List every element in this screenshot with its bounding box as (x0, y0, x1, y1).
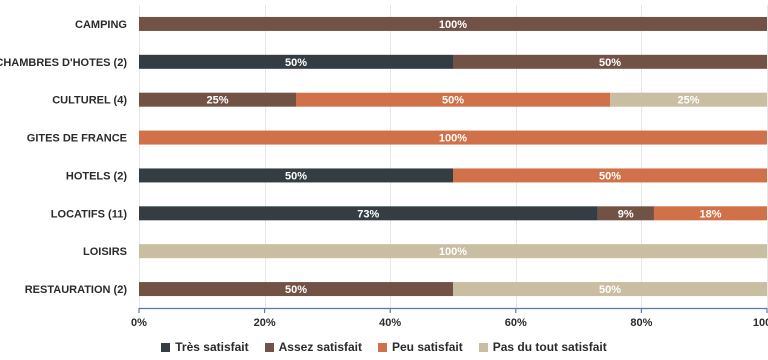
data-label: 100% (439, 19, 467, 31)
category-label: RESTAURATION (2) (25, 284, 128, 296)
bar-segment (139, 282, 453, 297)
chart-legend: Très satisfait Assez satisfait Peu satisfa… (0, 336, 768, 358)
category-label: LOISIRS (83, 246, 127, 258)
x-tick-label: 20% (254, 317, 276, 329)
category-label: HOTELS (2) (66, 170, 127, 182)
data-label: 73% (357, 208, 379, 220)
bar-segment (296, 92, 610, 107)
x-tick-label: 60% (505, 317, 527, 329)
bar-segment (139, 54, 453, 69)
data-label: 50% (285, 284, 307, 296)
chart-svg: 100% CAMPING 50% 50% CHAMBRES D'HOTES (2) 25%… (0, 5, 768, 329)
legend-label: Peu satisfait (392, 340, 463, 354)
data-label: 50% (285, 57, 307, 69)
data-label: 25% (677, 95, 699, 107)
legend-swatch (478, 342, 488, 352)
bar-segment (139, 16, 767, 31)
legend-swatch (378, 342, 387, 352)
data-label: 50% (599, 57, 621, 69)
legend-swatch (264, 342, 274, 352)
category-label: GITES DE FRANCE (27, 133, 127, 145)
legend-item: Pas du tout satisfait (478, 340, 607, 354)
legend-label: Très satisfait (175, 340, 249, 354)
x-tick-label: 40% (379, 317, 401, 329)
category-label: LOCATIFS (11) (51, 208, 128, 220)
x-tick-label: 80% (630, 317, 652, 329)
bar-segment (453, 168, 767, 183)
stacked-bar-chart: 100% CAMPING 50% 50% CHAMBRES D'HOTES (2) 25%… (0, 5, 768, 329)
data-label: 25% (206, 95, 228, 107)
legend-swatch (161, 342, 171, 352)
data-label: 100% (439, 246, 467, 258)
data-label: 100% (439, 133, 467, 145)
bar-segment (139, 130, 767, 145)
bar-segment (610, 92, 767, 107)
bar-segment (139, 168, 453, 183)
x-tick-label: 0% (131, 317, 147, 329)
legend-label: Assez satisfait (278, 340, 362, 354)
bar-segment (597, 206, 654, 221)
category-label: CULTUREL (4) (52, 95, 127, 107)
data-label: 50% (599, 170, 621, 182)
data-label: 18% (699, 208, 721, 220)
legend-item: Très satisfait (161, 340, 249, 354)
legend-item: Assez satisfait (264, 340, 362, 354)
bar-segment (139, 206, 598, 221)
data-label: 9% (618, 208, 634, 220)
data-label: 50% (442, 95, 464, 107)
bar-segment (139, 244, 767, 259)
bar-segment (653, 206, 767, 221)
data-label: 50% (599, 284, 621, 296)
legend-label: Pas du tout satisfait (492, 340, 607, 354)
bar-segment (453, 54, 767, 69)
category-label: CHAMBRES D'HOTES (2) (0, 57, 127, 69)
bar-segment (139, 92, 296, 107)
x-tick-label: 100% (753, 317, 768, 329)
data-label: 50% (285, 170, 307, 182)
legend-item: Peu satisfait (378, 340, 463, 354)
category-label: CAMPING (75, 19, 127, 31)
bar-segment (453, 282, 767, 297)
